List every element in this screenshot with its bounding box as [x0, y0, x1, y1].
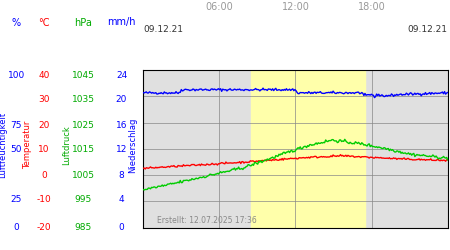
Text: hPa: hPa — [74, 18, 92, 28]
Text: 0: 0 — [119, 223, 124, 232]
Text: 0: 0 — [41, 170, 47, 179]
Text: Temperatur: Temperatur — [23, 121, 32, 169]
Text: 1005: 1005 — [72, 170, 95, 179]
Text: 985: 985 — [75, 223, 92, 232]
Text: 75: 75 — [10, 120, 22, 130]
Text: 10: 10 — [38, 146, 50, 154]
Text: 1015: 1015 — [72, 146, 95, 154]
Text: 12: 12 — [116, 146, 127, 154]
Text: -20: -20 — [37, 223, 51, 232]
Text: 24: 24 — [116, 70, 127, 80]
Text: Erstellt: 12.07.2025 17:36: Erstellt: 12.07.2025 17:36 — [157, 216, 256, 225]
Text: Luftfeuchtigkeit: Luftfeuchtigkeit — [0, 112, 7, 178]
Text: 09.12.21: 09.12.21 — [408, 26, 448, 35]
Text: 20: 20 — [38, 120, 50, 130]
Text: Niederschlag: Niederschlag — [128, 117, 137, 173]
Text: 09.12.21: 09.12.21 — [143, 26, 183, 35]
Text: 1035: 1035 — [72, 96, 95, 104]
Text: mm/h: mm/h — [107, 18, 136, 28]
Text: 1045: 1045 — [72, 70, 94, 80]
Text: 06:00: 06:00 — [205, 2, 233, 12]
Text: Luftdruck: Luftdruck — [62, 125, 71, 165]
Text: °C: °C — [38, 18, 50, 28]
Text: -10: -10 — [37, 196, 51, 204]
Text: 50: 50 — [10, 146, 22, 154]
Text: 30: 30 — [38, 96, 50, 104]
Text: 12:00: 12:00 — [282, 2, 309, 12]
Text: 0: 0 — [14, 223, 19, 232]
Text: 20: 20 — [116, 96, 127, 104]
Text: 995: 995 — [75, 196, 92, 204]
Text: 8: 8 — [119, 170, 124, 179]
Text: %: % — [12, 18, 21, 28]
Text: 1025: 1025 — [72, 120, 94, 130]
Text: 18:00: 18:00 — [358, 2, 386, 12]
Text: 4: 4 — [119, 196, 124, 204]
Text: 40: 40 — [38, 70, 50, 80]
Text: 25: 25 — [10, 196, 22, 204]
Text: 100: 100 — [8, 70, 25, 80]
Text: 16: 16 — [116, 120, 127, 130]
Bar — [251, 70, 365, 228]
